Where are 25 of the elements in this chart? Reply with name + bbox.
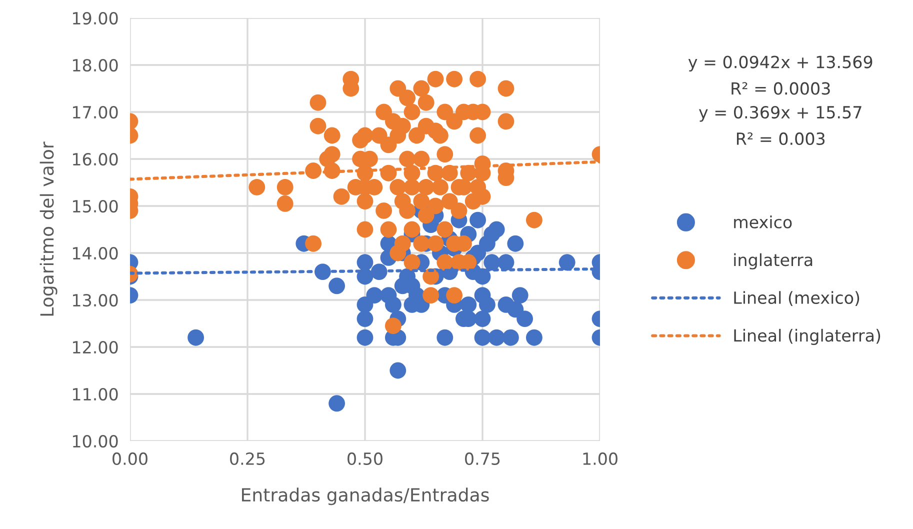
y-tick-label: 11.00	[73, 388, 118, 401]
legend-label: Lineal (inglaterra)	[734, 328, 880, 346]
x-tick-label: 0.25	[230, 452, 265, 466]
text: R² = 0.003	[736, 132, 825, 146]
text: y = 0.0942x + 13.569	[688, 56, 872, 72]
y-tick-label: 16.00	[73, 152, 118, 166]
text: y = 0.369x + 15.57	[698, 106, 862, 122]
x-tick-label: 0.50	[348, 452, 382, 466]
y-tick-label: 19.00	[73, 12, 118, 25]
legend-label: Lineal (mexico)	[734, 291, 860, 306]
x-tick-label: 0.00	[112, 452, 148, 466]
y-tick-label: 14.00	[73, 246, 118, 260]
y-tick-label: 17.00	[73, 106, 118, 119]
y-axis-title: Logaritmo del valor	[40, 142, 58, 316]
y-tick-label: 13.00	[73, 294, 118, 307]
y-tick-label: 15.00	[73, 200, 118, 213]
x-axis-title: Entradas ganadas/Entradas	[242, 488, 489, 506]
x-tick-label: 0.75	[465, 452, 500, 466]
legend-label: inglaterra	[734, 253, 812, 270]
x-tick-label: 1.00	[583, 452, 618, 466]
y-tick-label: 10.00	[73, 434, 118, 448]
text: R² = 0.0003	[732, 82, 830, 95]
legend-label: mexico	[734, 216, 792, 228]
y-tick-label: 12.00	[73, 340, 118, 354]
y-tick-label: 18.00	[73, 58, 118, 72]
